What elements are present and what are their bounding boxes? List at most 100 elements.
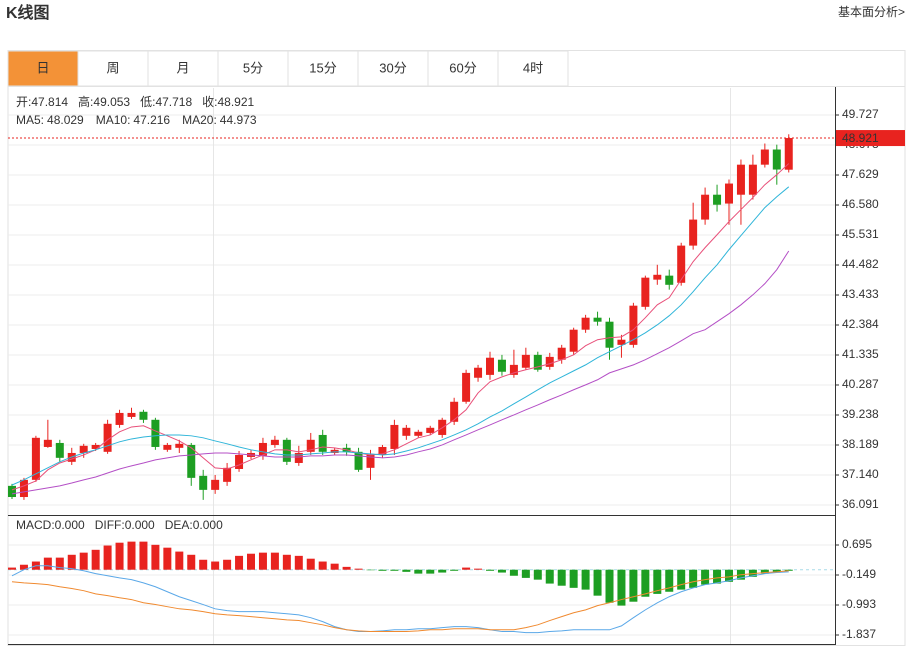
macd-bar (450, 569, 459, 571)
macd-bar (581, 569, 590, 590)
y-tick-label: 37.140 (842, 467, 879, 481)
candle-body (402, 427, 411, 436)
candle-body (641, 277, 650, 307)
macd-bar (43, 557, 52, 570)
tab[interactable] (217, 50, 289, 87)
legend-value: 48.029 (47, 113, 84, 127)
y-tick-label: -1.837 (842, 627, 876, 641)
y-tick-label: 41.335 (842, 347, 879, 361)
tab-label[interactable]: 4时 (523, 60, 543, 75)
tab[interactable] (357, 50, 429, 87)
macd-bar (318, 561, 327, 570)
macd-bar (91, 549, 100, 570)
tab-label[interactable]: 60分 (449, 60, 476, 75)
macd-bar (127, 541, 136, 570)
legend-value: 0.000 (193, 518, 223, 532)
ohlc-label: 高: (78, 94, 93, 109)
candle-body (581, 317, 590, 330)
tab-label[interactable]: 30分 (379, 60, 406, 75)
ohlc-label: 低: (140, 95, 155, 109)
macd-bar (67, 554, 76, 570)
macd-bar (390, 569, 399, 571)
macd-bar (557, 569, 566, 586)
macd-bar (247, 553, 255, 570)
macd-bar (486, 569, 494, 571)
tab[interactable] (7, 50, 79, 87)
tab-label[interactable]: 5分 (243, 60, 263, 75)
candle-body (79, 445, 88, 453)
macd-bar (342, 566, 351, 570)
macd-bar (521, 569, 530, 578)
macd-bar (593, 569, 602, 596)
macd-bar (760, 569, 769, 574)
macd-bar (653, 569, 662, 594)
macd-bar (725, 569, 733, 582)
macd-bar (258, 552, 267, 570)
macd-bar (629, 569, 638, 602)
tab-label[interactable]: 日 (36, 60, 49, 75)
candle-body (199, 475, 208, 490)
tab-label[interactable]: 15分 (309, 60, 336, 75)
legend-label: DEA: (165, 518, 193, 532)
macd-bar (151, 544, 160, 570)
candle-body (748, 164, 757, 195)
macd-bar (497, 569, 506, 573)
candle-body (701, 194, 710, 220)
macd-bar (366, 569, 375, 571)
tab[interactable] (427, 50, 499, 87)
y-tick-label: 45.531 (842, 227, 879, 241)
candle-body (294, 452, 303, 463)
macd-bar (330, 563, 339, 570)
candle-body (426, 427, 435, 433)
candle-body (521, 354, 530, 368)
fundamental-link[interactable]: 基本面分析> (838, 5, 905, 19)
macd-line (11, 570, 789, 633)
y-tick-label: -0.149 (842, 567, 876, 581)
y-tick-label: 46.580 (842, 197, 879, 211)
candle-body (258, 442, 267, 456)
macd-bar (211, 561, 220, 570)
candle-body (414, 431, 423, 436)
macd-bar (713, 569, 722, 584)
candle-body (462, 372, 471, 402)
candle-body (450, 401, 459, 422)
macd-bar (784, 569, 793, 571)
macd-bar (689, 569, 698, 588)
labels: 36.091 37.140 38.189 39.238 40.287 41.335 42.3… (16, 94, 905, 641)
candle-body (366, 454, 375, 468)
tab-label[interactable]: 月 (176, 60, 189, 75)
last-price-label: 48.921 (842, 131, 879, 145)
grid (8, 114, 835, 636)
candle-body (318, 434, 327, 452)
tab-label[interactable]: 周 (106, 60, 119, 75)
ohlc-value: 49.053 (93, 95, 130, 109)
macd-bar (438, 569, 447, 573)
candle-body (282, 439, 291, 462)
macd-bar (677, 569, 686, 590)
y-tick-label: 0.695 (842, 537, 872, 551)
candle-body (235, 454, 244, 469)
candle-body (557, 347, 566, 360)
candle-body (629, 305, 638, 345)
y-tick-label: 47.629 (842, 167, 879, 181)
candle-body (306, 439, 315, 452)
y-tick-label: 49.727 (842, 107, 879, 121)
y-tick-label: -0.993 (842, 597, 876, 611)
last-price-tag (836, 130, 905, 147)
macd-bar (545, 569, 554, 584)
macd-bar (223, 559, 232, 570)
y-tick-label: 38.189 (842, 437, 879, 451)
candle-body (91, 444, 100, 449)
tab[interactable] (497, 50, 569, 87)
macd-bar (509, 569, 518, 576)
candle-body (593, 317, 602, 322)
candle-body (533, 354, 542, 370)
candle-body (151, 419, 160, 447)
tab[interactable] (147, 50, 219, 87)
candle-body (665, 275, 674, 285)
legend-value: 44.973 (220, 113, 257, 127)
candle-body (103, 423, 112, 452)
legend-label: MA20: (182, 113, 217, 127)
macd-bar (414, 569, 423, 574)
